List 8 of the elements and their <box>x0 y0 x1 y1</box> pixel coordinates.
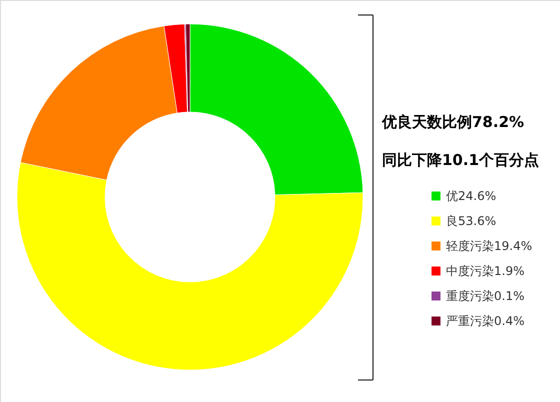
legend-label: 优24.6% <box>446 189 496 203</box>
legend-label: 中度污染1.9% <box>446 264 524 278</box>
text: 同比下降10.1个百分点 <box>382 151 540 169</box>
text: 优良天数比例78.2% <box>381 113 524 131</box>
legend-label: 严重污染0.4% <box>446 314 524 328</box>
legend-label: 轻度污染19.4% <box>446 239 532 253</box>
legend-label: 良53.6% <box>446 214 496 228</box>
legend-label: 重度污染0.1% <box>446 289 524 303</box>
